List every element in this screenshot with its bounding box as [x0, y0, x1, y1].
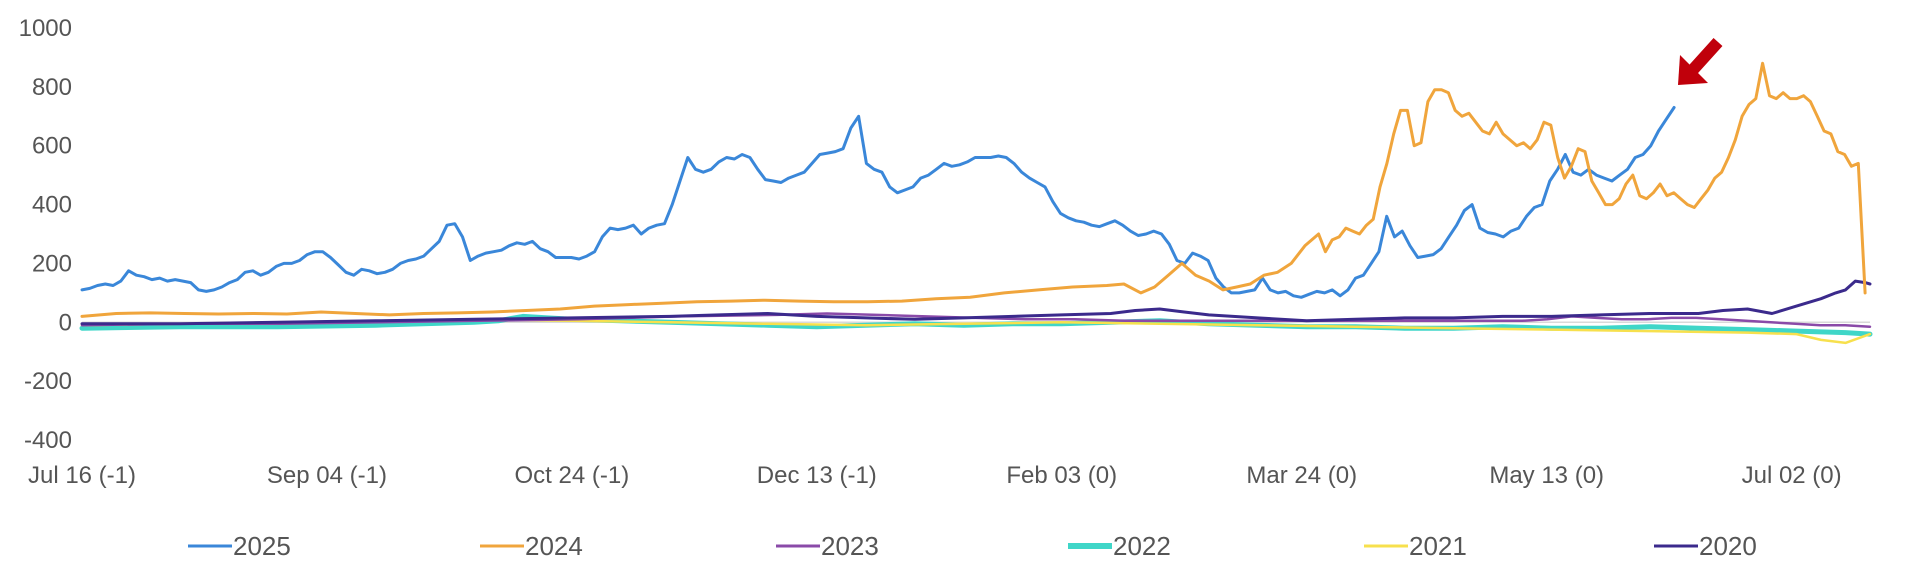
red-arrow-icon: [1678, 37, 1723, 85]
x-tick-label: Feb 03 (0): [1006, 462, 1117, 489]
x-tick-label: Jul 02 (0): [1742, 462, 1842, 489]
x-tick-label: Sep 04 (-1): [267, 462, 387, 489]
legend-item-2021: 2021: [1364, 531, 1467, 561]
legend-label: 2022: [1113, 531, 1171, 561]
series-lines: [79, 61, 1873, 345]
series-line-2020: [80, 279, 1872, 326]
y-tick-label: 1000: [19, 15, 72, 42]
y-tick-label: -400: [24, 427, 72, 454]
legend-label: 2021: [1409, 531, 1467, 561]
y-tick-label: 0: [59, 309, 72, 336]
legend-label: 2023: [821, 531, 879, 561]
y-tick-label: 200: [32, 250, 72, 277]
legend-item-2023: 2023: [776, 531, 879, 561]
series-line-2025: [80, 106, 1676, 299]
legend-item-2022: 2022: [1068, 531, 1171, 561]
x-tick-label: Oct 24 (-1): [515, 462, 630, 489]
legend: 2025 2024 2023 2022 2021 2020: [188, 531, 1757, 561]
legend-item-2025: 2025: [188, 531, 291, 561]
legend-item-2020: 2020: [1654, 531, 1757, 561]
y-tick-label: 800: [32, 74, 72, 101]
y-tick-label: -200: [24, 368, 72, 395]
legend-label: 2024: [525, 531, 583, 561]
x-tick-label: Mar 24 (0): [1246, 462, 1357, 489]
x-tick-label: Dec 13 (-1): [757, 462, 877, 489]
annotation-arrow: [1678, 37, 1723, 85]
series-line-2024: [80, 61, 1867, 318]
x-axis: Jul 16 (-1) Sep 04 (-1) Oct 24 (-1) Dec 13 …: [28, 462, 1842, 489]
legend-label: 2020: [1699, 531, 1757, 561]
x-tick-label: May 13 (0): [1489, 462, 1604, 489]
legend-item-2024: 2024: [480, 531, 583, 561]
y-tick-label: 600: [32, 133, 72, 160]
x-tick-label: Jul 16 (-1): [28, 462, 136, 489]
y-axis: 1000 800 600 400 200 0 -200 -400: [19, 15, 72, 454]
y-tick-label: 400: [32, 192, 72, 219]
legend-label: 2025: [233, 531, 291, 561]
